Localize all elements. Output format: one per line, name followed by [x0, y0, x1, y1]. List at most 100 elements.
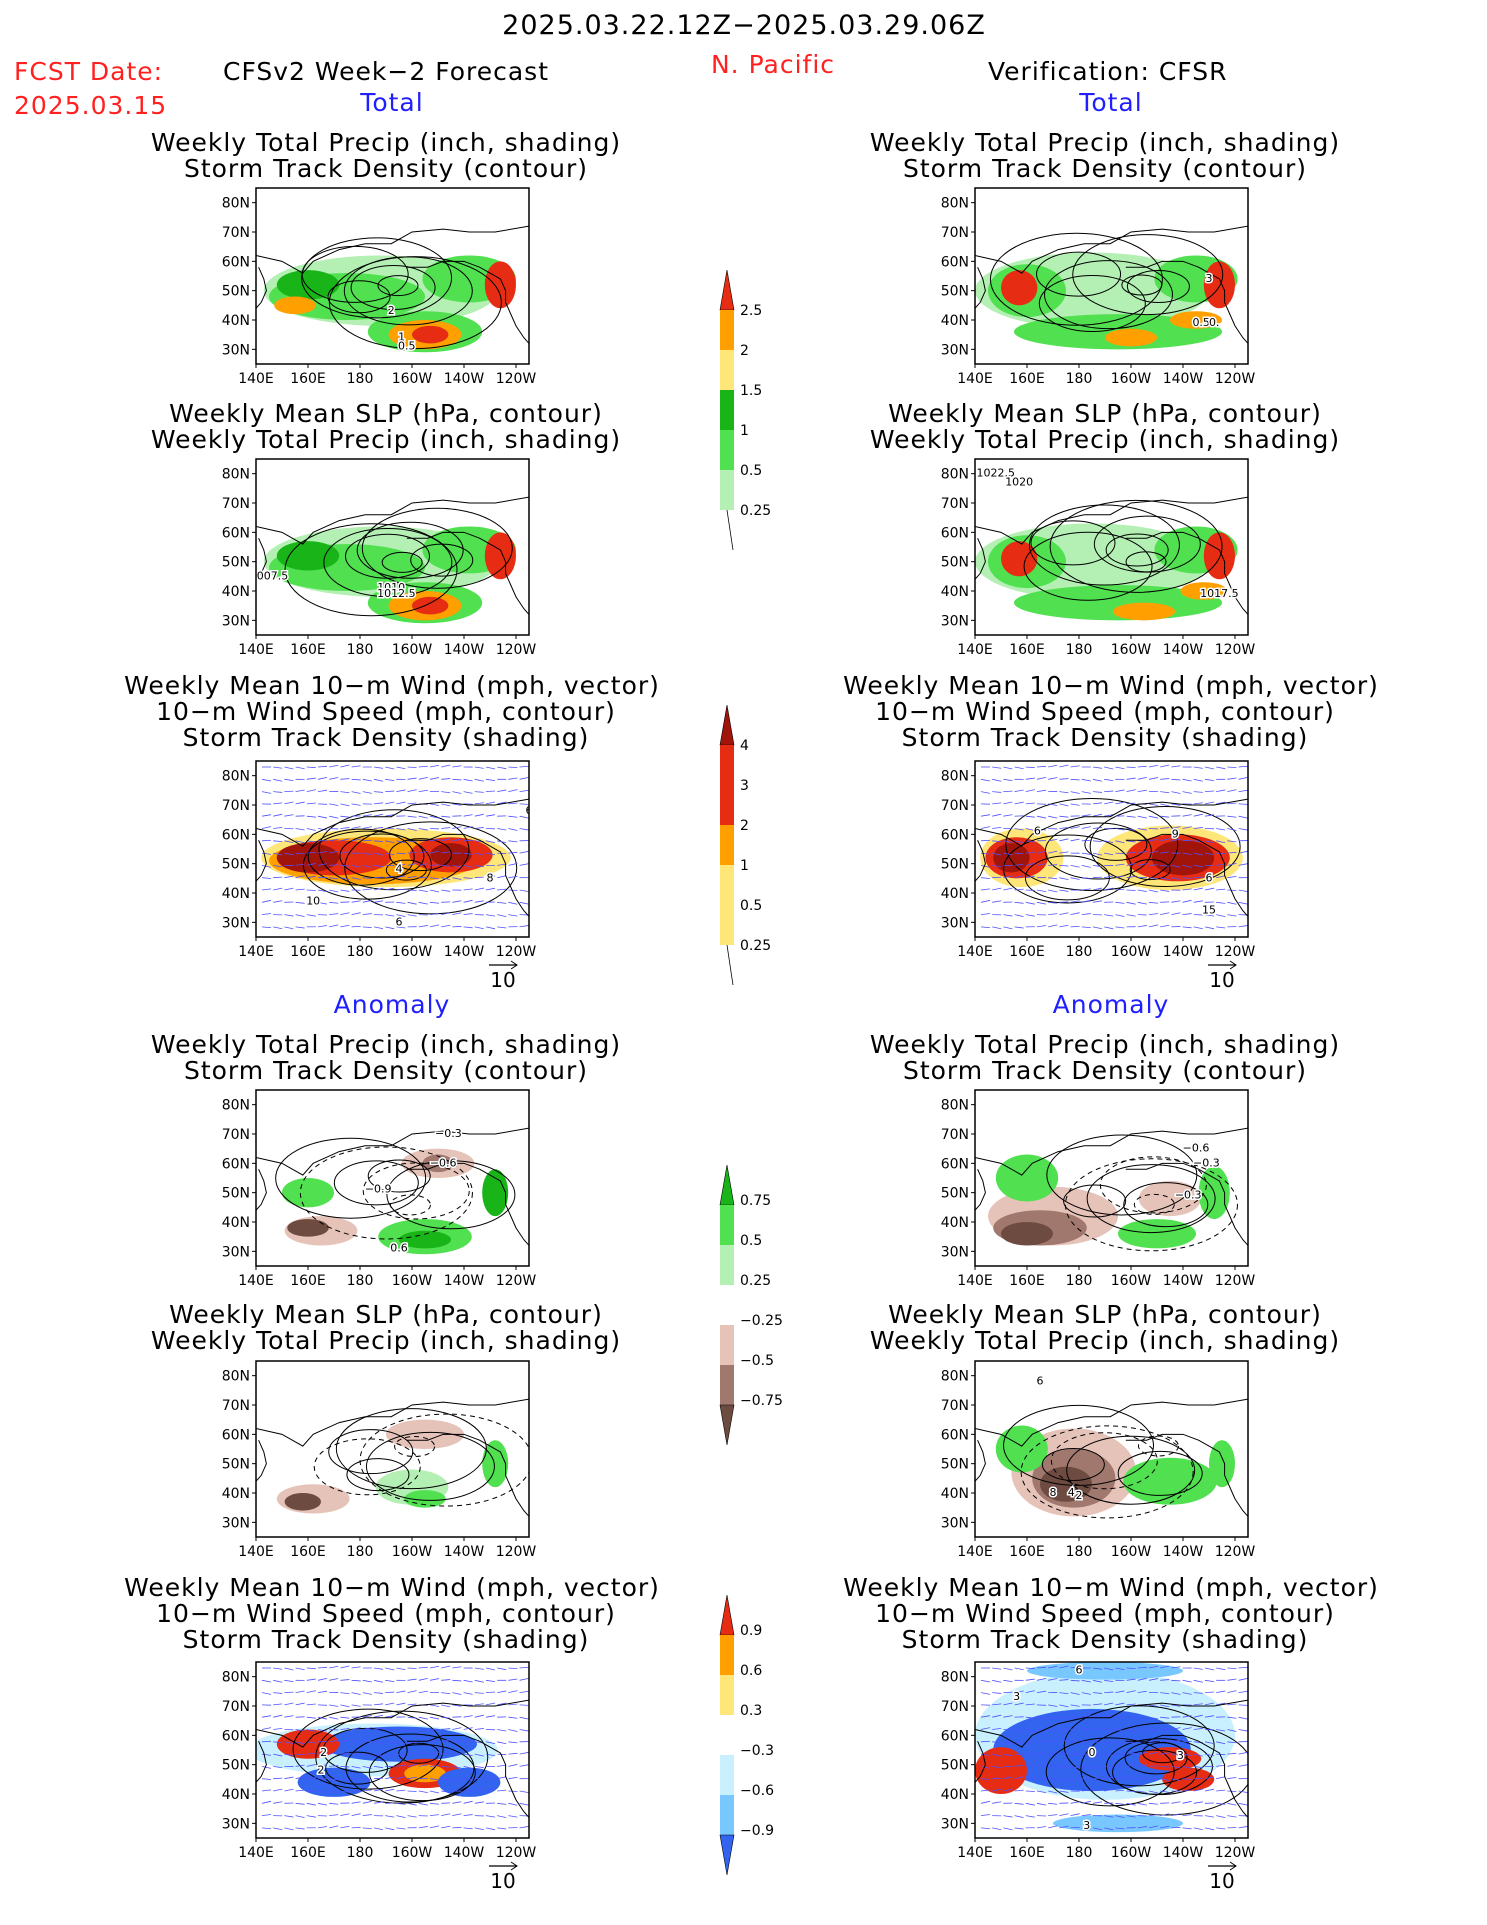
- wind-vector: [1137, 925, 1147, 928]
- wind-vector: [317, 901, 328, 905]
- wind-vector: [340, 1692, 350, 1695]
- wind-vector: [351, 1679, 361, 1682]
- x-tick-label: 180: [1066, 371, 1093, 387]
- wind-vector: [508, 851, 518, 854]
- wind-vector: [1104, 1702, 1114, 1706]
- panel-frame: [974, 1360, 1249, 1538]
- contour-label: 1022.5: [977, 467, 1016, 480]
- wind-vector: [407, 1716, 417, 1719]
- wind-vector: [1171, 838, 1181, 842]
- x-tick-label: 140E: [957, 1273, 993, 1289]
- wind-vector: [295, 801, 305, 805]
- wind-vector: [1126, 777, 1136, 780]
- wind-vector: [1014, 1789, 1024, 1792]
- wind-vector: [519, 1666, 529, 1669]
- wind-vector: [284, 840, 294, 843]
- wind-vector: [1171, 1727, 1181, 1730]
- wind-vector: [362, 1740, 372, 1743]
- panel-frame: [255, 1089, 530, 1267]
- colorbar-label: 0.25: [740, 938, 771, 954]
- wind-vector: [1216, 914, 1226, 917]
- wind-vector: [485, 1702, 496, 1706]
- wind-vector: [306, 1729, 316, 1732]
- wind-vector: [1115, 1702, 1125, 1706]
- wind-vector: [429, 864, 440, 866]
- x-tick-label: 140E: [957, 1544, 993, 1560]
- wind-vector: [1036, 776, 1047, 780]
- wind-vector: [396, 901, 406, 904]
- wind-vector: [1137, 1802, 1147, 1806]
- wind-vector: [1092, 900, 1103, 903]
- wind-vector: [1003, 1702, 1013, 1706]
- colorbar-segment: [719, 1834, 735, 1876]
- wind-vector: [1193, 865, 1203, 868]
- wind-vector: [396, 1690, 406, 1693]
- wind-vector: [1070, 1679, 1080, 1682]
- contour-label: 2: [388, 304, 395, 317]
- x-tick-label: 120W: [496, 1544, 537, 1560]
- panel-content: 22: [256, 1665, 529, 1831]
- shading-blob: [386, 1419, 464, 1450]
- wind-vector: [1070, 803, 1080, 806]
- x-tick-label: 160E: [1009, 1845, 1045, 1861]
- wind-vector: [340, 827, 350, 829]
- wind-vector: [329, 777, 339, 780]
- wind-vector: [1193, 1728, 1203, 1730]
- ref-vector-fcst-total: 10: [489, 960, 518, 992]
- wind-vector: [407, 1752, 417, 1755]
- wind-vector: [261, 865, 272, 868]
- wind-vector: [306, 1678, 316, 1681]
- wind-vector: [284, 801, 294, 805]
- wind-vector: [385, 852, 395, 856]
- wind-vector: [1059, 851, 1069, 854]
- wind-vector: [407, 1741, 417, 1744]
- wind-vector: [1115, 875, 1125, 879]
- wind-vector: [1160, 1679, 1170, 1681]
- wind-vector: [1137, 1666, 1147, 1669]
- title-line: 10−m Wind Speed (mph, contour): [875, 1599, 1335, 1628]
- wind-vector: [980, 1766, 991, 1769]
- wind-vector: [485, 1788, 496, 1792]
- wind-vector: [1025, 1667, 1035, 1670]
- y-tick-label: 70N: [222, 1699, 250, 1715]
- wind-vector: [1227, 1776, 1237, 1780]
- wind-vector: [474, 1801, 484, 1804]
- wind-vector: [1148, 1825, 1159, 1829]
- wind-vector: [1238, 1729, 1248, 1732]
- wind-vector: [1036, 1802, 1047, 1806]
- wind-vector: [1070, 765, 1080, 768]
- contour-line: [389, 1194, 431, 1216]
- wind-vector: [1115, 901, 1125, 904]
- wind-vector: [1115, 888, 1125, 891]
- wind-vector: [1227, 789, 1237, 792]
- contour-line: [356, 521, 464, 579]
- wind-vector: [284, 1741, 294, 1744]
- wind-vector: [1081, 913, 1091, 915]
- wind-vector: [1126, 1815, 1136, 1818]
- wind-vector: [1003, 914, 1013, 917]
- wind-vector: [1182, 1766, 1192, 1769]
- colorbar-label: 0.6: [740, 1663, 762, 1679]
- wind-vector: [1137, 1690, 1147, 1693]
- section-total-left: Total: [360, 88, 424, 117]
- x-tick-label: 140E: [957, 1845, 993, 1861]
- wind-vector: [1137, 889, 1147, 893]
- wind-vector: [519, 925, 529, 928]
- wind-vector: [1003, 1679, 1013, 1683]
- wind-vector: [1059, 778, 1069, 780]
- wind-vector: [1148, 850, 1159, 854]
- y-tick-label: 60N: [941, 1427, 969, 1443]
- shading-blob: [993, 843, 1030, 873]
- y-tick-label: 30N: [222, 1515, 250, 1531]
- y-tick-label: 30N: [222, 1816, 250, 1832]
- wind-vector: [385, 1691, 395, 1693]
- y-tick-label: 40N: [941, 1215, 969, 1231]
- wind-vector: [1182, 1814, 1192, 1816]
- wind-vector: [1171, 1739, 1181, 1743]
- title-line: Weekly Mean SLP (hPa, contour): [169, 399, 603, 428]
- wind-vector: [385, 1827, 395, 1831]
- wind-vector: [1171, 803, 1181, 806]
- wind-vector: [1227, 1764, 1237, 1767]
- contour-line: [1044, 822, 1152, 880]
- title-line: Weekly Total Precip (inch, shading): [869, 128, 1341, 157]
